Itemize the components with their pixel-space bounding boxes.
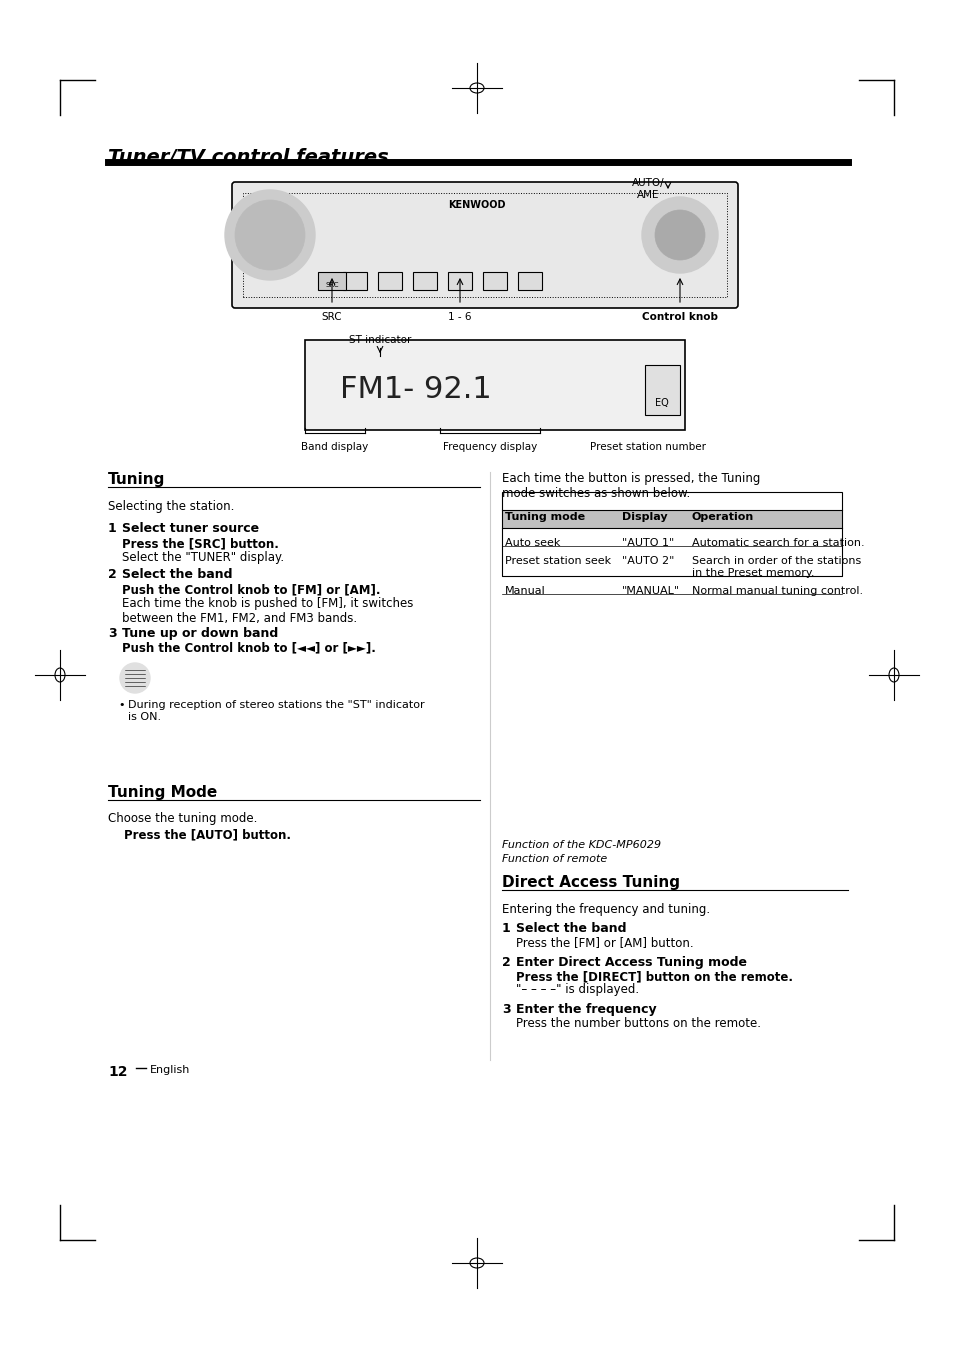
Bar xyxy=(448,272,472,290)
Circle shape xyxy=(641,197,718,273)
Text: in the Preset memory.: in the Preset memory. xyxy=(691,567,814,578)
Text: SRC: SRC xyxy=(325,282,338,288)
Text: Press the number buttons on the remote.: Press the number buttons on the remote. xyxy=(516,1017,760,1029)
Circle shape xyxy=(655,209,704,259)
Text: Tuning Mode: Tuning Mode xyxy=(108,785,217,800)
Text: Press the [DIRECT] button on the remote.: Press the [DIRECT] button on the remote. xyxy=(516,970,792,984)
Text: 3: 3 xyxy=(501,1002,510,1016)
Text: Search in order of the stations: Search in order of the stations xyxy=(691,557,861,566)
Text: ST indicator: ST indicator xyxy=(349,335,411,345)
Text: Tuner/TV control features: Tuner/TV control features xyxy=(108,149,388,168)
Text: "AUTO 2": "AUTO 2" xyxy=(621,557,674,566)
Text: Press the [FM] or [AM] button.: Press the [FM] or [AM] button. xyxy=(516,936,693,948)
Text: Control knob: Control knob xyxy=(641,312,718,322)
Text: Push the Control knob to [◄◄] or [►►].: Push the Control knob to [◄◄] or [►►]. xyxy=(122,640,375,654)
Bar xyxy=(644,365,679,415)
Bar xyxy=(413,272,436,290)
Text: Function of remote: Function of remote xyxy=(501,854,607,865)
Bar xyxy=(343,272,367,290)
Text: KENWOOD: KENWOOD xyxy=(448,200,505,209)
Text: SRC: SRC xyxy=(321,312,342,322)
Text: Preset station seek: Preset station seek xyxy=(504,557,611,566)
Text: Tune up or down band: Tune up or down band xyxy=(122,627,278,640)
Text: Push the Control knob to [FM] or [AM].: Push the Control knob to [FM] or [AM]. xyxy=(122,584,380,596)
Text: During reception of stereo stations the "ST" indicator
is ON.: During reception of stereo stations the … xyxy=(128,700,424,721)
Circle shape xyxy=(120,663,150,693)
Text: FM1- 92.1: FM1- 92.1 xyxy=(339,376,491,404)
Bar xyxy=(317,272,346,290)
Text: Direct Access Tuning: Direct Access Tuning xyxy=(501,875,679,890)
Text: Tuning mode: Tuning mode xyxy=(504,512,584,521)
Bar xyxy=(377,272,401,290)
Text: 3: 3 xyxy=(108,627,116,640)
Text: Selecting the station.: Selecting the station. xyxy=(108,500,234,513)
Text: •: • xyxy=(118,700,125,711)
Bar xyxy=(305,340,684,430)
Bar xyxy=(501,492,841,576)
FancyBboxPatch shape xyxy=(232,182,738,308)
Text: Select the band: Select the band xyxy=(122,567,233,581)
Text: Enter Direct Access Tuning mode: Enter Direct Access Tuning mode xyxy=(516,957,746,969)
Text: Function of the KDC-MP6029: Function of the KDC-MP6029 xyxy=(501,840,660,850)
Text: Select tuner source: Select tuner source xyxy=(122,521,259,535)
Text: Auto seek: Auto seek xyxy=(504,538,559,549)
Text: Select the band: Select the band xyxy=(516,921,626,935)
Text: Display: Display xyxy=(621,512,667,521)
Text: "MANUAL": "MANUAL" xyxy=(621,586,679,596)
Text: Operation: Operation xyxy=(691,512,754,521)
Text: Automatic search for a station.: Automatic search for a station. xyxy=(691,538,863,549)
Text: Select the "TUNER" display.: Select the "TUNER" display. xyxy=(122,551,284,563)
Text: "AUTO 1": "AUTO 1" xyxy=(621,538,674,549)
Text: Each time the button is pressed, the Tuning
mode switches as shown below.: Each time the button is pressed, the Tun… xyxy=(501,471,760,500)
Text: Normal manual tuning control.: Normal manual tuning control. xyxy=(691,586,862,596)
Text: English: English xyxy=(150,1065,191,1075)
Text: Band display: Band display xyxy=(301,442,368,453)
Text: Choose the tuning mode.: Choose the tuning mode. xyxy=(108,812,257,825)
Text: Enter the frequency: Enter the frequency xyxy=(516,1002,656,1016)
Text: Preset station number: Preset station number xyxy=(589,442,705,453)
Text: Frequency display: Frequency display xyxy=(442,442,537,453)
Circle shape xyxy=(234,200,305,270)
Text: AUTO/
AME: AUTO/ AME xyxy=(631,178,663,200)
Text: Press the [AUTO] button.: Press the [AUTO] button. xyxy=(124,828,291,842)
Text: 2: 2 xyxy=(501,957,510,969)
Text: 1 - 6: 1 - 6 xyxy=(448,312,471,322)
Bar xyxy=(501,509,841,528)
Bar xyxy=(517,272,541,290)
Text: 12: 12 xyxy=(108,1065,128,1079)
Text: Press the [SRC] button.: Press the [SRC] button. xyxy=(122,536,278,550)
Text: 1: 1 xyxy=(501,921,510,935)
Text: Each time the knob is pushed to [FM], it switches
between the FM1, FM2, and FM3 : Each time the knob is pushed to [FM], it… xyxy=(122,597,413,626)
Bar xyxy=(243,193,726,297)
Bar xyxy=(482,272,506,290)
Text: Manual: Manual xyxy=(504,586,545,596)
Text: 1: 1 xyxy=(108,521,116,535)
Text: 2: 2 xyxy=(108,567,116,581)
Circle shape xyxy=(225,190,314,280)
Text: Tuning: Tuning xyxy=(108,471,165,486)
Text: Entering the frequency and tuning.: Entering the frequency and tuning. xyxy=(501,902,709,916)
Text: EQ: EQ xyxy=(655,399,668,408)
Text: "– – – –" is displayed.: "– – – –" is displayed. xyxy=(516,984,639,996)
